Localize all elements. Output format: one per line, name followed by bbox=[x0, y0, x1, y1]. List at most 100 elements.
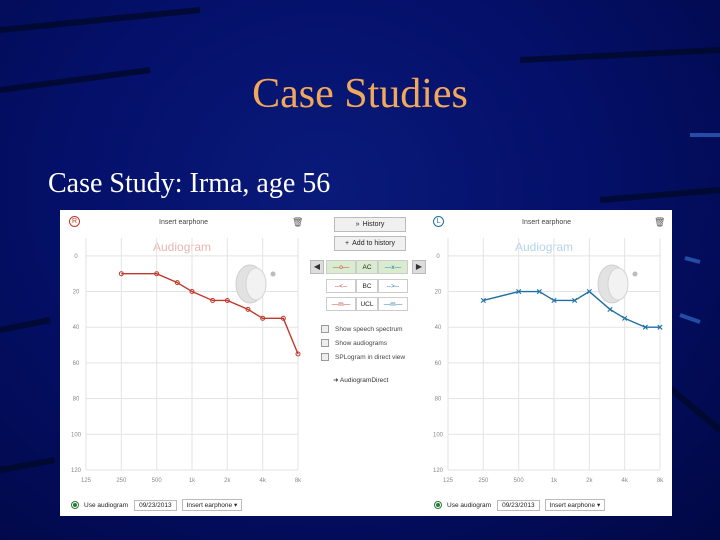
right-audiogram-watermark: Audiogram bbox=[153, 240, 212, 254]
legend-ac-right-symbol[interactable]: —o— bbox=[326, 260, 356, 274]
legend-ac-left-symbol[interactable]: —x— bbox=[378, 260, 408, 274]
right-trash-icon[interactable]: 🗑 bbox=[292, 217, 304, 227]
y-tick-label: 0 bbox=[436, 254, 440, 260]
earphone-illustration bbox=[597, 264, 638, 304]
audiogram-panel: R Insert earphone 🗑 Audiogram 125 250 500 1… bbox=[60, 210, 672, 516]
legend-ucl-left-symbol[interactable]: —m— bbox=[378, 297, 408, 311]
data-point bbox=[536, 288, 542, 295]
data-point bbox=[572, 297, 578, 304]
legend-ucl-right-symbol[interactable]: —m— bbox=[326, 297, 356, 311]
y-tick-label: 100 bbox=[71, 432, 82, 438]
slide-title: Case Studies bbox=[252, 71, 468, 117]
data-point bbox=[245, 306, 251, 312]
use-audiogram-radio[interactable] bbox=[434, 501, 442, 509]
legend-ac-label[interactable]: AC bbox=[356, 260, 378, 274]
y-tick-label: 60 bbox=[435, 361, 442, 367]
plus-icon: + bbox=[345, 240, 350, 247]
earphone-select-value: Insert earphone bbox=[549, 502, 596, 509]
checkbox-box bbox=[321, 339, 329, 347]
checkbox-label: SPLogram in direct view bbox=[335, 353, 406, 361]
date-field[interactable]: 09/23/2013 bbox=[134, 499, 177, 511]
left-ear-earphone-label[interactable]: Insert earphone bbox=[522, 219, 572, 226]
data-point bbox=[280, 315, 286, 321]
x-tick-label: 125 bbox=[81, 478, 92, 484]
data-point bbox=[622, 315, 628, 321]
add-to-history-label: Add to history bbox=[352, 240, 395, 247]
earphone-tip bbox=[607, 267, 629, 301]
y-tick-label: 40 bbox=[435, 325, 442, 331]
data-point bbox=[516, 288, 522, 295]
data-point bbox=[224, 297, 230, 303]
history-button-label: History bbox=[362, 221, 385, 228]
arrow-right-icon: ➜ bbox=[333, 377, 339, 384]
audiogram-direct-link[interactable]: ➜ AudiogramDirect bbox=[333, 376, 388, 384]
left-trash-icon[interactable]: 🗑 bbox=[654, 217, 666, 227]
use-audiogram-label: Use audiogram bbox=[84, 501, 129, 509]
x-tick-label: 500 bbox=[514, 478, 525, 484]
y-tick-label: 80 bbox=[73, 397, 80, 403]
earphone-illustration bbox=[235, 264, 276, 304]
earphone-dot bbox=[270, 271, 276, 277]
x-tick-label: 500 bbox=[152, 478, 163, 484]
legend-ucl-label[interactable]: UCL bbox=[356, 297, 378, 311]
chevron-down-icon: ▾ bbox=[596, 502, 601, 509]
radio-dot bbox=[436, 503, 440, 507]
x-tick-label: 125 bbox=[443, 478, 454, 484]
earphone-dot bbox=[632, 271, 638, 277]
slide-subtitle: Case Study: Irma, age 56 bbox=[48, 168, 331, 199]
checkbox-label: Show speech spectrum bbox=[335, 325, 403, 333]
series-line bbox=[483, 290, 660, 328]
x-tick-label: 1k bbox=[189, 478, 196, 484]
splogram-direct-view-checkbox[interactable]: SPLogram in direct view bbox=[321, 353, 405, 361]
earphone-select[interactable]: Insert earphone ▾ bbox=[544, 499, 606, 511]
arrow-left-icon[interactable]: ◀ bbox=[310, 260, 324, 274]
data-point bbox=[174, 280, 180, 286]
x-tick-label: 2k bbox=[586, 478, 593, 484]
data-point bbox=[210, 297, 216, 303]
x-tick-label: 8k bbox=[295, 478, 302, 484]
legend-bc-left-symbol[interactable]: -->-- bbox=[378, 279, 408, 293]
right-ear-bottom-bar: Use audiogram 09/23/2013 Insert earphone… bbox=[71, 499, 243, 511]
audiogram-direct-label: AudiogramDirect bbox=[339, 377, 389, 384]
y-tick-label: 100 bbox=[433, 432, 444, 438]
data-point bbox=[586, 288, 592, 295]
data-point bbox=[295, 351, 301, 357]
x-tick-label: 4k bbox=[621, 478, 628, 484]
legend-bc-right-symbol[interactable]: --<-- bbox=[326, 279, 356, 293]
show-speech-spectrum-checkbox[interactable]: Show speech spectrum bbox=[321, 325, 403, 333]
data-point bbox=[189, 289, 195, 295]
x-tick-label: 2k bbox=[224, 478, 231, 484]
y-tick-label: 20 bbox=[73, 290, 80, 296]
data-point bbox=[154, 271, 160, 277]
y-tick-label: 60 bbox=[73, 361, 80, 367]
chevron-down-icon: ▾ bbox=[233, 502, 238, 509]
history-button[interactable]: » History bbox=[334, 217, 406, 232]
earphone-select[interactable]: Insert earphone ▾ bbox=[181, 499, 243, 511]
arrow-right-icon[interactable]: ▶ bbox=[412, 260, 426, 274]
data-point bbox=[607, 306, 613, 312]
earphone-tip bbox=[245, 267, 267, 301]
date-field[interactable]: 09/23/2013 bbox=[497, 499, 540, 511]
data-point bbox=[260, 315, 266, 321]
show-audiograms-checkbox[interactable]: Show audiograms bbox=[321, 339, 387, 347]
series-line bbox=[121, 272, 299, 355]
left-ear-icon[interactable]: L bbox=[433, 216, 444, 227]
left-ear-bottom-bar: Use audiogram 09/23/2013 Insert earphone… bbox=[434, 499, 606, 511]
y-tick-label: 80 bbox=[435, 397, 442, 403]
legend-bc-label[interactable]: BC bbox=[356, 279, 378, 293]
right-ear-earphone-label[interactable]: Insert earphone bbox=[159, 219, 209, 226]
y-tick-label: 20 bbox=[435, 290, 442, 296]
use-audiogram-radio[interactable] bbox=[71, 501, 79, 509]
y-tick-label: 120 bbox=[71, 468, 82, 474]
right-ear-icon[interactable]: R bbox=[69, 216, 80, 227]
x-tick-label: 4k bbox=[259, 478, 266, 484]
earphone-select-value: Insert earphone bbox=[186, 502, 233, 509]
add-to-history-button[interactable]: + Add to history bbox=[334, 236, 406, 251]
data-point bbox=[551, 297, 557, 304]
checkbox-box bbox=[321, 325, 329, 333]
data-point bbox=[657, 324, 663, 330]
y-tick-label: 40 bbox=[73, 325, 80, 331]
checkbox-box bbox=[321, 353, 329, 361]
y-tick-label: 120 bbox=[433, 468, 444, 474]
